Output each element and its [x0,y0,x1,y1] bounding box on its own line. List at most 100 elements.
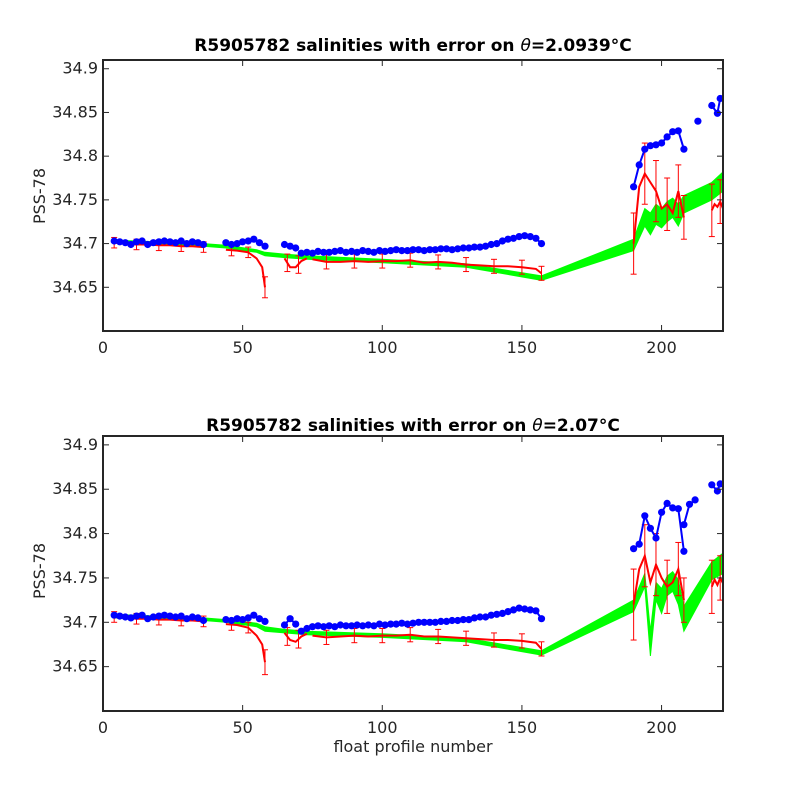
float-salinity-point [348,247,356,255]
top-plot-area [102,60,723,331]
float-salinity-point [635,540,643,548]
error-bar [664,559,671,614]
float-salinity-point [442,245,451,253]
x-tick-label: 50 [232,718,252,737]
float-salinity-point [680,145,688,153]
float-salinity-point [286,242,294,250]
float-salinity-point [342,248,350,256]
float-salinity-point [127,240,135,249]
float-salinity-point [138,611,146,619]
error-bar [490,632,497,648]
top-y-axis-label: PSS-78 [30,168,49,224]
float-salinity-point [188,613,196,621]
float-salinity-point [375,247,384,255]
y-tick-label: 34.65 [52,277,98,296]
float-salinity-point [320,623,328,631]
float-salinity-point [459,244,467,252]
float-salinity-point [504,235,512,243]
float-salinity-point [437,245,445,253]
float-salinity-point [359,247,367,255]
float-salinity-point [658,508,666,516]
float-salinity-point [437,617,445,626]
error-bar [538,265,545,281]
float-salinity-point [674,127,682,135]
float-salinity-point [250,235,258,243]
float-salinity-point [353,621,361,629]
x-tick-label: 150 [507,718,538,737]
float-salinity-point [155,238,163,246]
error-bar [245,246,252,259]
float-salinity-point [364,621,372,629]
bottom-x-axis-label: float profile number [333,737,493,756]
float-salinity-point [713,487,722,495]
mapped-salinity-line [283,632,308,643]
top-chart-title: R5905782 salinities with error on θ=2.09… [194,36,631,56]
bottom-plot-area [102,436,723,711]
float-salinity-point [459,616,467,624]
float-salinity-point [144,615,152,623]
float-salinity-point [239,238,247,246]
float-salinity-point [227,240,236,249]
mapped-salinity-line [710,199,723,211]
data-layer [110,94,723,299]
float-salinity-point [521,232,529,240]
error-bar [538,641,545,657]
x-tick-label: 50 [232,338,252,357]
error-bar [284,253,291,273]
float-salinity-point [138,237,146,245]
error-bar [680,195,687,240]
float-salinity-point [646,142,655,150]
float-salinity-point [646,524,655,532]
error-bar [245,621,252,634]
float-salinity-point [188,238,196,246]
y-tick-label: 34.75 [52,190,98,209]
float-salinity-point [121,239,129,247]
float-salinity-point [199,240,208,249]
float-salinity-point [336,621,344,629]
float-salinity-point [409,619,417,627]
float-salinity-point [183,615,191,623]
float-salinity-point [160,237,168,245]
error-bar [463,257,470,273]
error-bar [407,627,414,643]
float-salinity-point [515,604,523,612]
error-bar [708,183,715,238]
float-salinity-point [381,247,389,255]
float-salinity-point [630,545,638,553]
float-salinity-point [652,141,660,149]
float-salinity-point [694,117,702,125]
float-salinity-point [680,547,688,555]
mapped-salinity-line [312,258,543,275]
float-salinity-point [487,240,495,249]
y-tick-label: 34.65 [52,657,98,676]
float-salinity-point [244,614,252,622]
float-salinity-point [465,616,473,624]
error-bar [323,629,330,645]
float-salinity-point [663,499,671,507]
float-salinity-point [641,145,649,153]
float-salinity-point [454,245,462,253]
float-salinity-point [476,613,484,621]
float-salinity-point [250,611,258,619]
float-salinity-point [663,133,671,141]
float-salinity-point [658,139,666,147]
error-bar [675,164,682,218]
float-salinity-point [177,612,185,620]
bottom-salinity-panel: R5905782 salinities with error on θ=2.07… [30,416,724,756]
float-salinity-point [149,613,157,621]
float-salinity-point [166,238,174,246]
float-salinity-point [470,243,478,251]
float-salinity-point [280,240,289,249]
float-salinity-point [331,247,339,255]
error-bar [518,633,525,649]
float-salinity-point [336,247,344,255]
mapped-salinity-line [710,575,723,588]
mapped-salinity-line [225,623,266,663]
float-salinity-point [431,246,439,254]
y-tick-label: 34.9 [62,435,98,454]
error-bar [435,254,442,270]
error-bar [435,628,442,645]
float-salinity-point [713,109,722,117]
float-salinity-point [493,610,501,618]
mapped-salinity-line [632,552,685,605]
